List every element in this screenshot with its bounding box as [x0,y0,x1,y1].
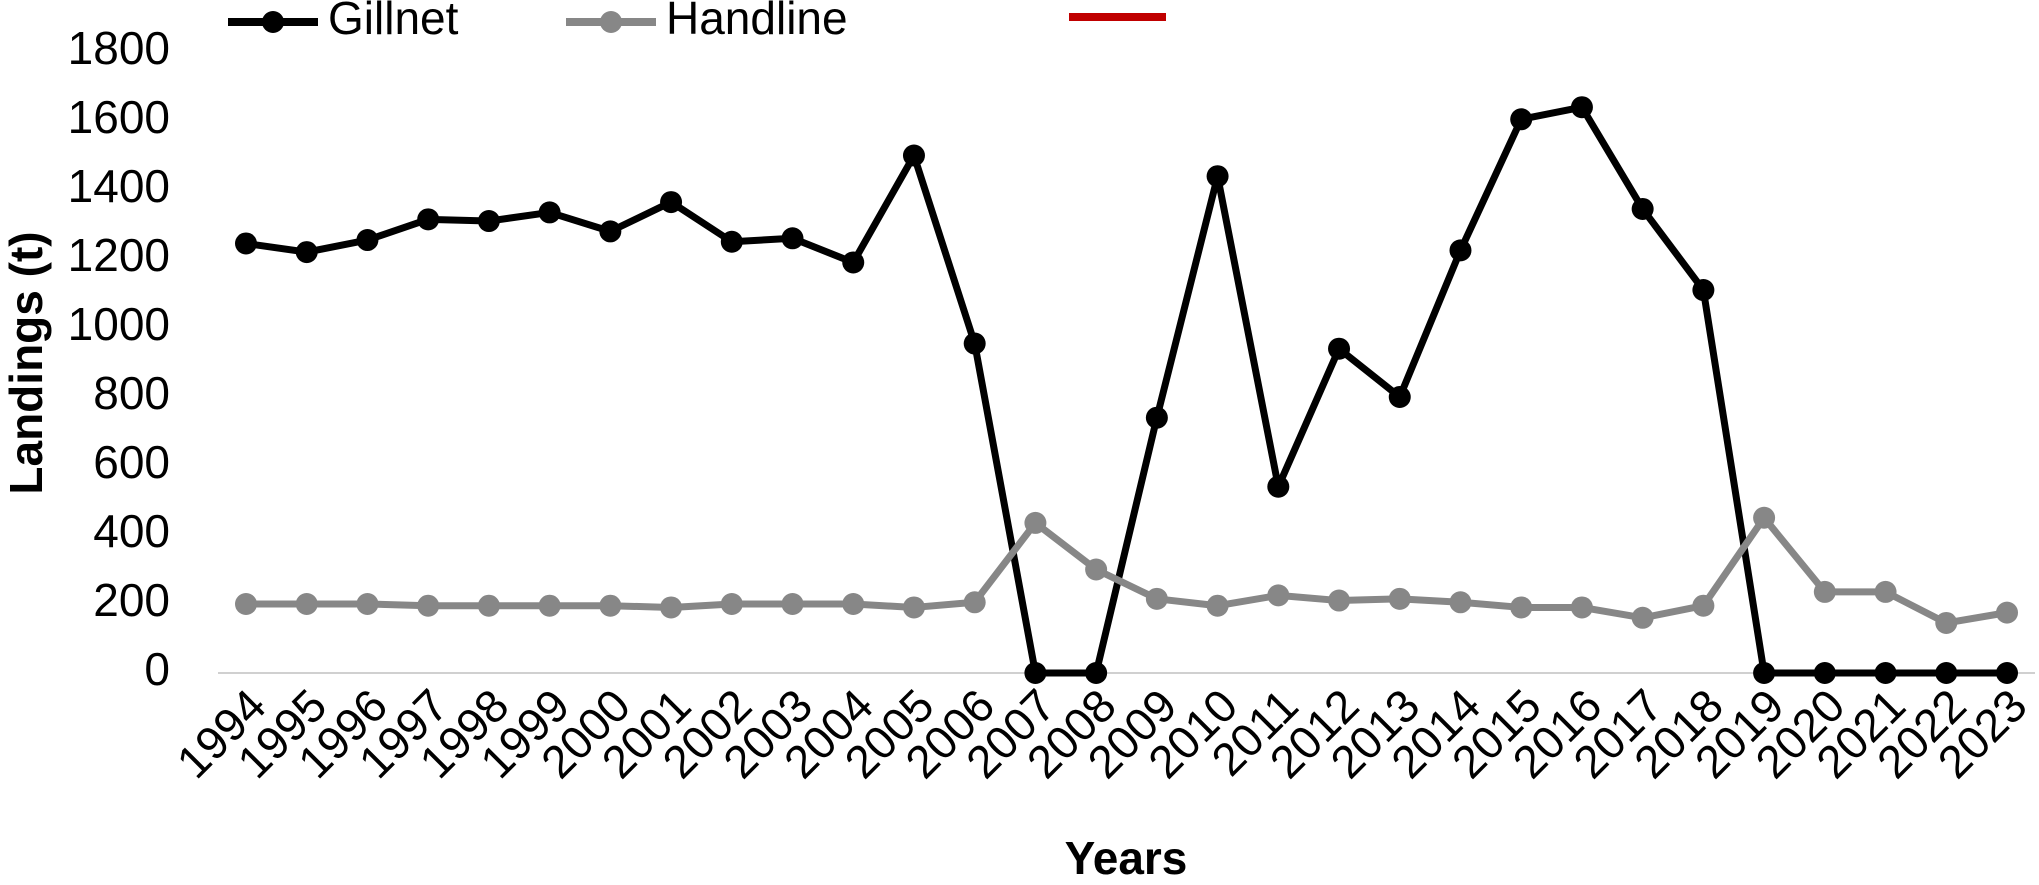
data-point [1631,197,1654,220]
data-point [1449,591,1472,614]
data-point [660,596,683,619]
data-point [1874,662,1897,684]
data-point [1510,108,1533,131]
data-point [1996,662,2018,684]
data-point [1631,606,1654,629]
data-point [1935,662,1958,684]
data-point [1753,506,1776,529]
data-point [963,591,986,614]
y-tick-label: 1800 [68,22,170,74]
x-axis-label: Years [1065,832,1188,884]
data-point [417,208,440,231]
data-point [599,594,622,617]
y-tick-label: 1200 [68,229,170,281]
y-tick-label: 400 [93,505,170,557]
data-point [417,594,440,617]
legend-marker [600,11,622,33]
data-point [1813,662,1836,684]
data-point [1753,662,1776,684]
data-point [1996,601,2018,624]
y-tick-label: 1000 [68,298,170,350]
legend-marker [262,11,284,33]
data-point [1692,279,1715,302]
data-point [963,332,986,355]
y-tick-label: 1600 [68,91,170,143]
data-point [477,594,500,617]
data-point [356,593,379,615]
data-point [842,593,865,615]
data-point [538,201,561,224]
data-point [538,594,561,617]
data-point [1813,580,1836,603]
data-point [1449,239,1472,262]
y-tick-label: 800 [93,367,170,419]
data-point [1570,96,1593,119]
data-point [781,227,804,250]
data-point [1145,587,1168,610]
data-point [235,593,257,615]
data-point [660,191,683,214]
y-tick-label: 1400 [68,160,170,212]
data-point [1570,596,1593,619]
data-point [1267,584,1290,607]
data-point [1692,594,1715,617]
data-point [1267,475,1290,498]
data-point [842,251,865,274]
y-tick-label: 200 [93,574,170,626]
data-point [1024,511,1047,534]
data-point [1874,580,1897,603]
data-point [1388,386,1411,408]
data-point [1206,594,1229,617]
data-point [356,229,379,252]
y-tick-label: 0 [144,643,170,695]
data-point [235,232,257,255]
data-point [1206,165,1229,188]
data-point [1085,558,1108,581]
y-tick-label: 600 [93,436,170,488]
data-point [720,593,743,615]
data-point [1328,337,1351,360]
legend-label: Gillnet [328,0,459,44]
data-point [902,596,925,619]
data-point [720,230,743,253]
data-point [1328,589,1351,612]
data-point [477,210,500,233]
data-point [599,220,622,243]
data-point [1935,611,1958,634]
data-point [1510,596,1533,619]
legend-label: Handline [666,0,848,44]
data-point [781,593,804,615]
data-point [1024,662,1047,684]
series-line [245,103,2007,677]
data-point [1388,587,1411,610]
data-point [295,593,318,615]
data-point [902,144,925,167]
data-point [1085,662,1108,684]
data-point [1145,406,1168,429]
data-point [295,241,318,264]
y-axis-label: Landings (t) [0,231,52,494]
